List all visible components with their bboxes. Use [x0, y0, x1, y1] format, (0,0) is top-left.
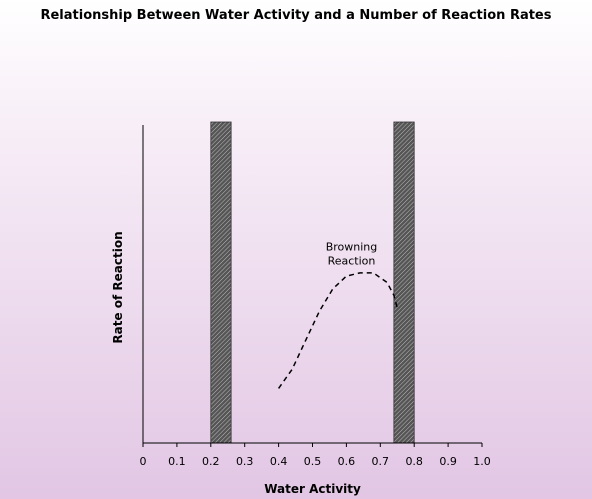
x-tick-label: 0.7: [372, 455, 390, 468]
annotation: Browning: [326, 240, 378, 253]
x-tick-label: 0: [140, 455, 147, 468]
x-tick-label: 0.1: [168, 455, 186, 468]
hatched-band: [210, 121, 232, 444]
x-tick-label: 0.3: [236, 455, 254, 468]
y-axis-label: Rate of Reaction: [111, 231, 125, 343]
annotation: Reaction: [328, 254, 376, 267]
x-tick-label: 0.6: [338, 455, 356, 468]
x-tick-label: 0.9: [439, 455, 457, 468]
x-tick-label: 1.0: [473, 455, 491, 468]
x-tick-label: 0.2: [202, 455, 220, 468]
x-tick-label: 0.4: [270, 455, 288, 468]
series-line: [277, 272, 399, 389]
x-tick-label: 0.8: [405, 455, 423, 468]
hatched-band: [393, 121, 415, 444]
chart-title: Relationship Between Water Activity and …: [40, 8, 551, 23]
x-axis-label: Water Activity: [264, 482, 361, 496]
x-tick-label: 0.5: [304, 455, 322, 468]
